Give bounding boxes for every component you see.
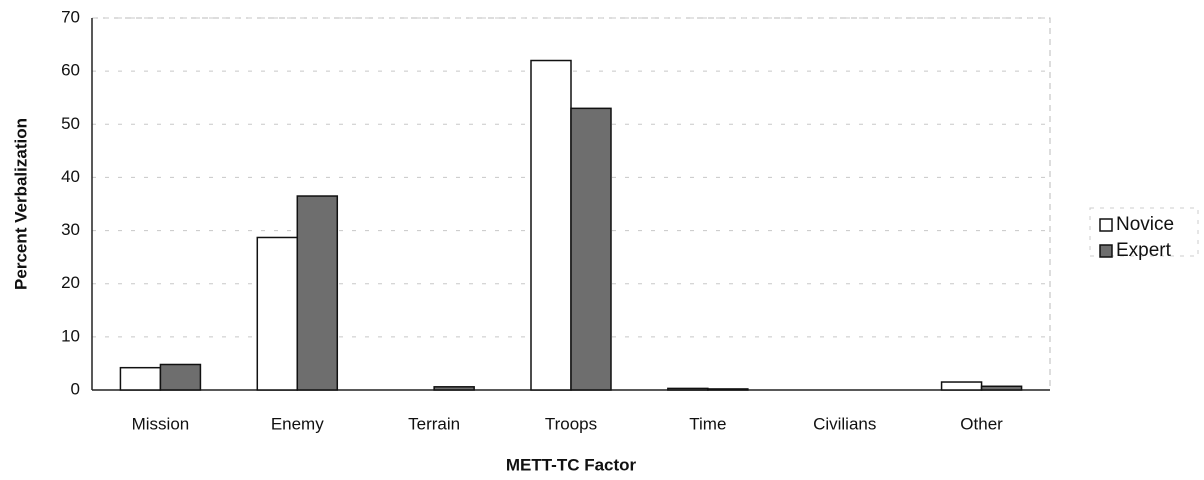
legend-frame (1089, 207, 1199, 257)
bar (570, 107, 612, 391)
bar (119, 366, 162, 391)
y-tick-label: 60 (61, 61, 80, 80)
bar (256, 236, 299, 391)
x-tick-label: Terrain (408, 414, 460, 433)
x-tick-label: Civilians (813, 414, 876, 433)
legend-swatch (1099, 244, 1113, 258)
legend-swatch (1099, 218, 1113, 232)
bar (940, 381, 983, 391)
y-tick-label: 10 (61, 326, 80, 345)
legend-label: Novice (1116, 214, 1174, 235)
bar (667, 387, 709, 391)
x-tick-label: Mission (132, 414, 190, 433)
x-tick-label: Enemy (271, 414, 324, 433)
bar (433, 386, 475, 391)
y-axis-label: Percent Verbalization (11, 118, 30, 290)
y-tick-label: 30 (61, 220, 80, 239)
x-tick-label: Time (689, 414, 726, 433)
y-tick-label: 50 (61, 114, 80, 133)
x-tick-label: Other (960, 414, 1003, 433)
bar (159, 363, 202, 391)
legend-label: Expert (1116, 240, 1172, 261)
y-tick-label: 20 (61, 273, 80, 292)
x-axis-label: METT-TC Factor (506, 455, 637, 474)
bar (707, 388, 749, 391)
y-tick-label: 70 (61, 7, 80, 26)
bar (530, 59, 572, 391)
bar (980, 385, 1023, 391)
y-tick-label: 0 (71, 379, 80, 398)
bar (296, 195, 339, 391)
y-tick-label: 40 (61, 167, 80, 186)
x-tick-label: Troops (545, 414, 597, 433)
